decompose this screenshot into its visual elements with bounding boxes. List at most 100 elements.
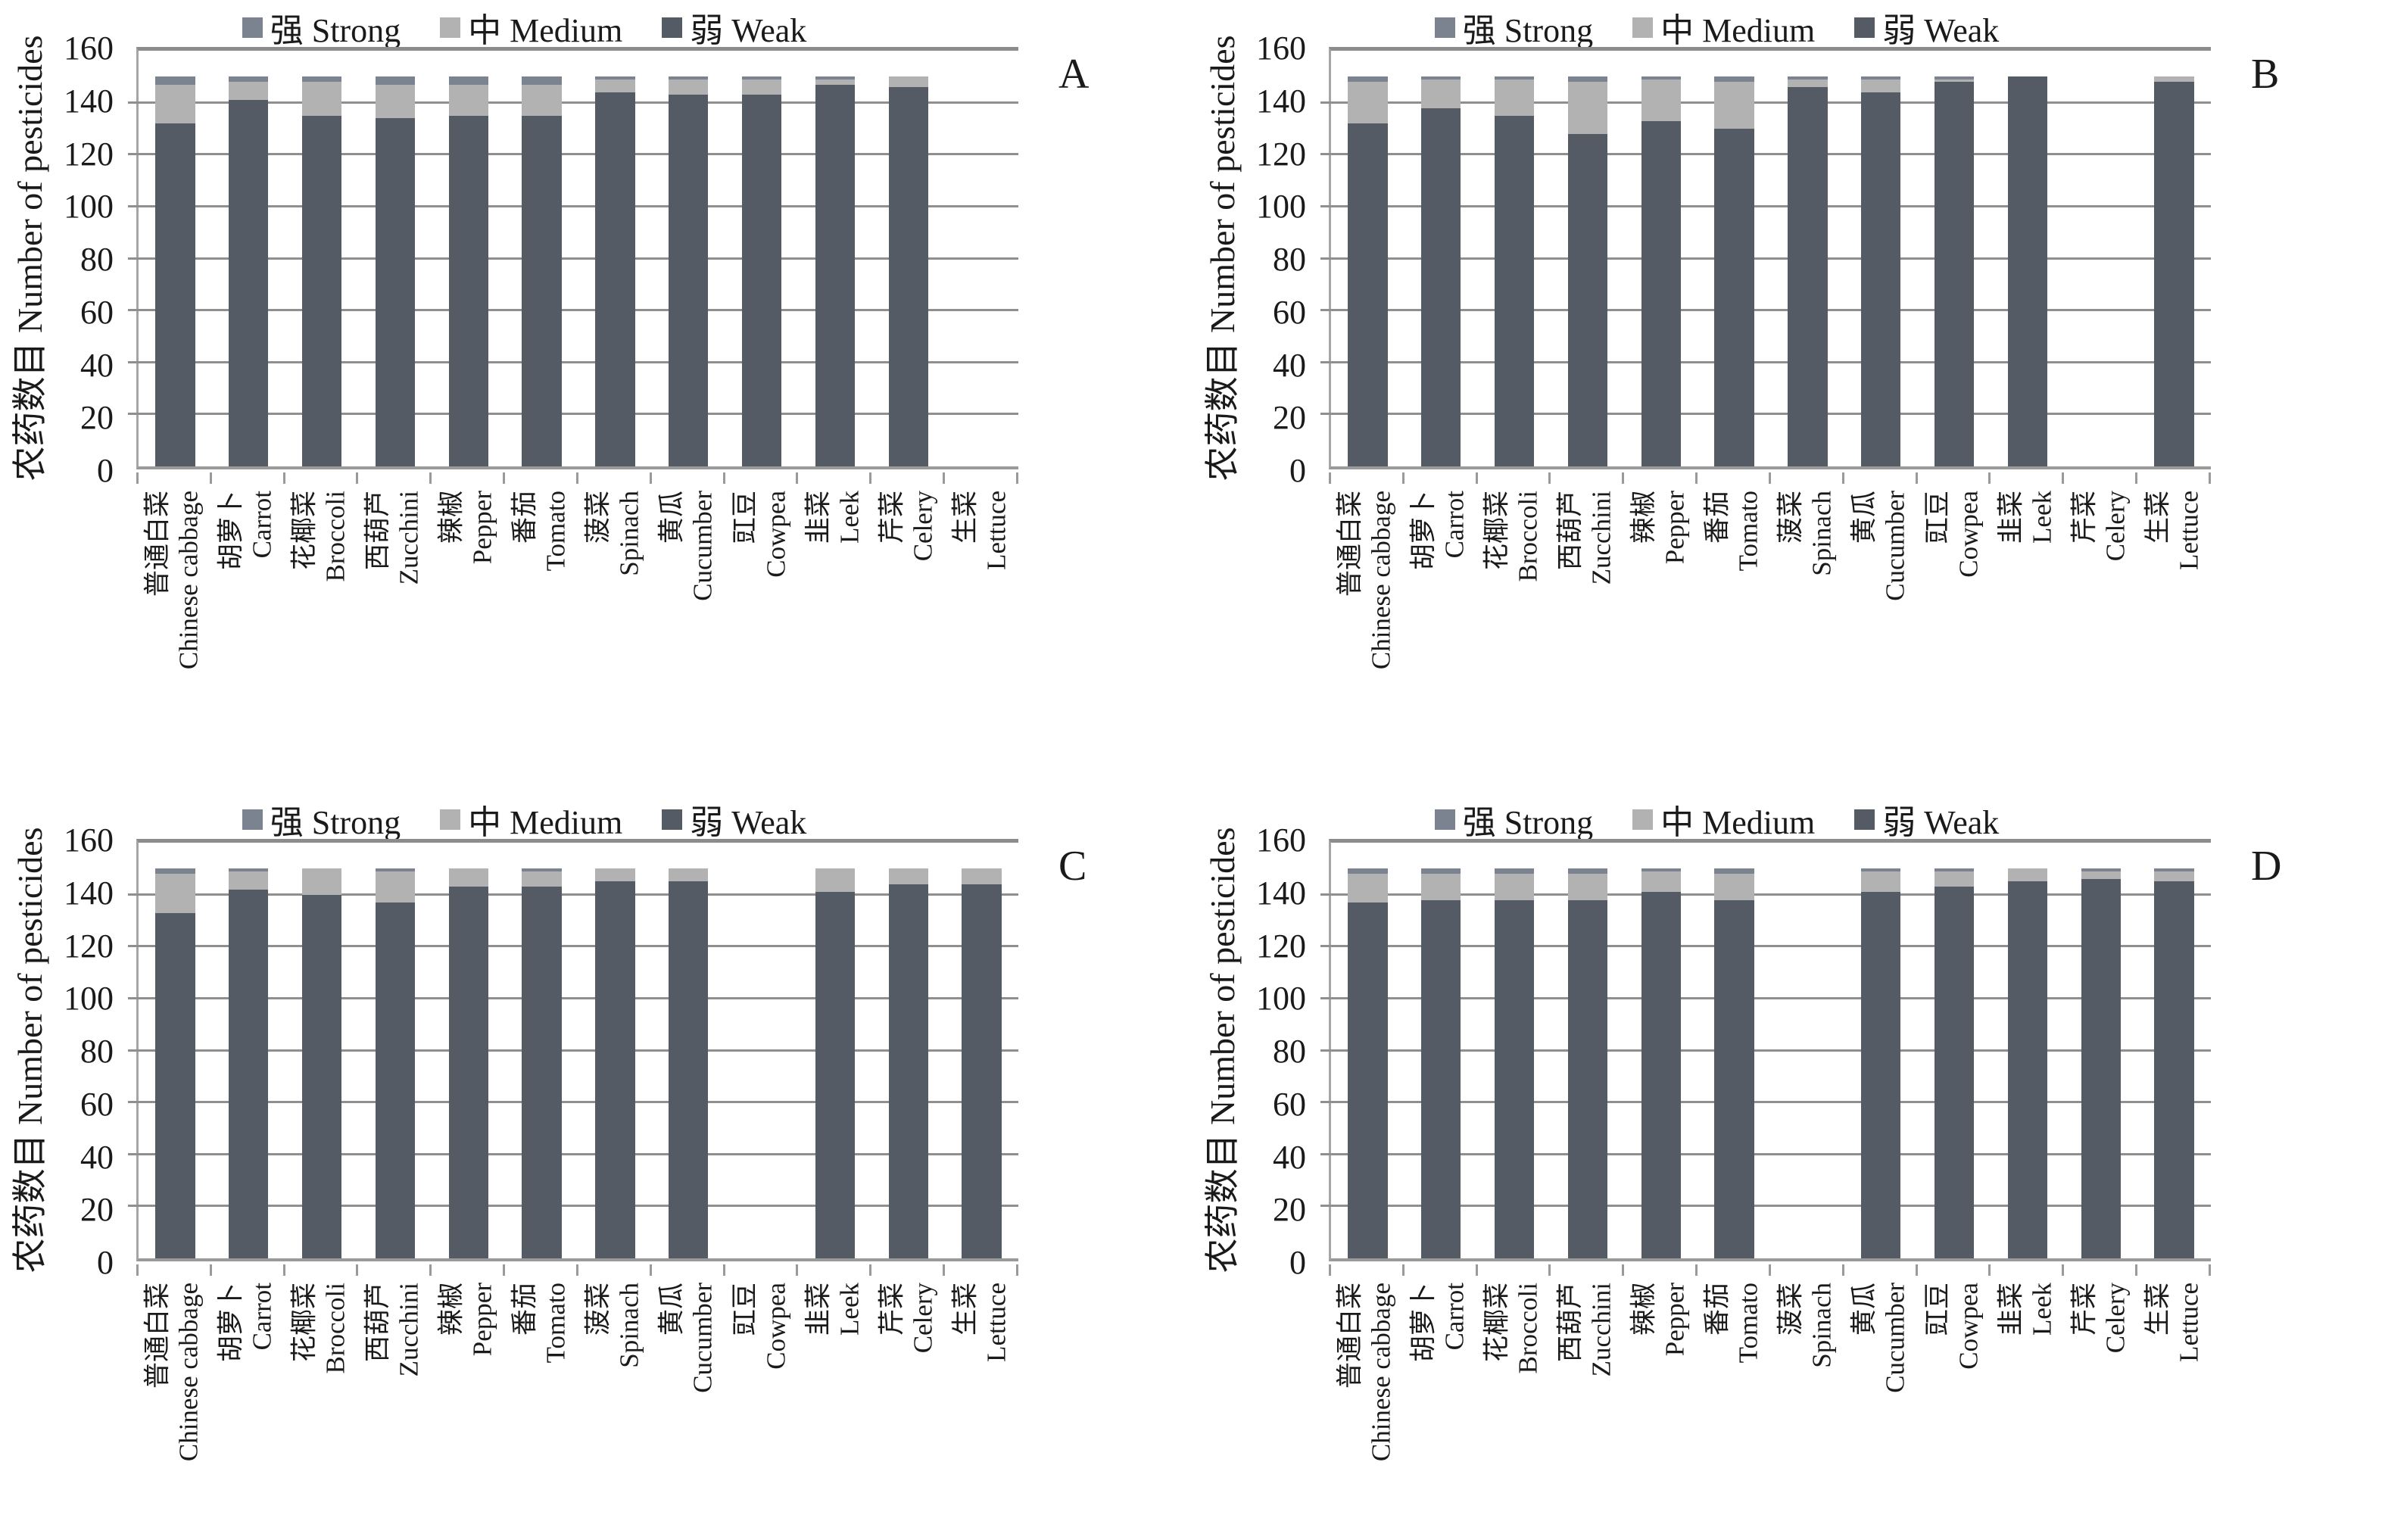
- gridline: [128, 1049, 1018, 1052]
- y-tick-label: 100: [1256, 188, 1306, 226]
- x-tickmark-cell: [1329, 472, 1402, 484]
- stacked-bar: [742, 843, 781, 1258]
- x-label-carrot: 胡萝卜 Carrot: [210, 491, 283, 733]
- bar-segment-弱 Weak: [1494, 115, 1535, 466]
- bar-slot-pepper: [1624, 51, 1698, 466]
- bar-slot-zucchini: [1551, 51, 1624, 466]
- x-tickmark-cell: [1695, 1264, 1769, 1276]
- plot-area: [1320, 47, 2211, 469]
- x-tickmark-cell: [2062, 1264, 2135, 1276]
- y-tick-label: 160: [64, 821, 114, 859]
- y-tick-label: 0: [97, 1244, 114, 1281]
- bar-slot-chinese-cabbage: [1331, 51, 1404, 466]
- gridline: [1320, 893, 2211, 896]
- panel-wrap: 农药数目 Number of pesticides 0 20 40 60 80 100 12…: [1192, 792, 2385, 1540]
- gridline: [128, 101, 1018, 104]
- bar-segment-弱 Weak: [962, 884, 1002, 1258]
- x-tickmark-cell: [2135, 1264, 2209, 1276]
- stacked-bar: [1494, 843, 1535, 1258]
- x-label-text: 菠菜 Spinach: [583, 1283, 644, 1368]
- legend-label: 弱 Weak: [1882, 804, 2000, 841]
- bar-segment-强 Strong: [1714, 76, 1754, 83]
- y-tick-label: 40: [80, 346, 114, 384]
- x-label-text: 黄瓜 Cucumber: [1849, 491, 1911, 601]
- bar-segment-中 Medium: [2081, 871, 2121, 880]
- legend-label: 中 Medium: [1660, 804, 1816, 841]
- x-tickmark-cell: [1475, 1264, 1549, 1276]
- bar-segment-中 Medium: [669, 868, 709, 882]
- stacked-bar: [229, 843, 269, 1258]
- stacked-bar: [888, 843, 928, 1258]
- stacked-bar: [448, 843, 488, 1258]
- x-label-tomato: 番茄 Tomato: [1696, 491, 1769, 733]
- y-axis-ticks: 0 20 40 60 80 100 120 140 160: [1192, 824, 1318, 1280]
- bar-segment-弱 Weak: [669, 881, 709, 1258]
- bar-segment-弱 Weak: [1421, 108, 1461, 466]
- x-label-leek: 韭菜 Leek: [798, 1283, 871, 1525]
- bar-segment-强 Strong: [1494, 868, 1535, 874]
- legend: 强 Strong 中 Medium 弱 Weak: [83, 795, 965, 843]
- bars-container: [1331, 843, 2211, 1258]
- x-label-zucchini: 西葫芦 Zucchini: [357, 491, 430, 733]
- stacked-bar: [1714, 51, 1754, 466]
- x-label-text: 辣椒 Pepper: [1629, 1283, 1690, 1357]
- bar-segment-中 Medium: [815, 868, 855, 893]
- bar-segment-强 Strong: [595, 76, 635, 79]
- x-label-celery: 芹菜 Celery: [871, 1283, 945, 1525]
- gridline: [1320, 1101, 2211, 1104]
- stacked-bar: [448, 51, 488, 466]
- x-label-text: 番茄 Tomato: [1702, 1283, 1763, 1364]
- bar-segment-弱 Weak: [2081, 879, 2121, 1258]
- x-label-chinese-cabbage: 普通白菜 Chinese cabbage: [136, 491, 210, 733]
- x-label-leek: 韭菜 Leek: [1991, 1283, 2064, 1525]
- y-tick-label: 20: [80, 1191, 114, 1229]
- legend-item-0: 强 Strong: [242, 795, 401, 843]
- x-label-text: 普通白菜 Chinese cabbage: [142, 491, 204, 670]
- legend-item-2: 弱 Weak: [662, 3, 806, 51]
- chart-panel: 农药数目 Number of pesticides 0 20 40 60 80 100 12…: [0, 0, 1192, 748]
- bar-segment-中 Medium: [301, 82, 342, 116]
- chart-panel: 农药数目 Number of pesticides 0 20 40 60 80 100 12…: [0, 748, 1192, 1496]
- panel-letter: D: [2251, 843, 2282, 890]
- bar-slot-chinese-cabbage: [139, 843, 212, 1258]
- bar-slot-carrot: [212, 843, 285, 1258]
- bar-segment-弱 Weak: [741, 95, 782, 466]
- x-label-pepper: 辣椒 Pepper: [1623, 491, 1696, 733]
- x-label-cowpea: 豇豆 Cowpea: [1917, 491, 1991, 733]
- x-label-text: 黄瓜 Cucumber: [656, 491, 719, 601]
- x-label-text: 韭菜 Leek: [1996, 1283, 2058, 1336]
- legend-swatch-icon: [662, 17, 683, 38]
- panel-letter: A: [1058, 51, 1090, 98]
- x-axis-labels: 普通白菜 Chinese cabbage 胡萝卜 Carrot 花椰菜 Brocco…: [1329, 1283, 2211, 1525]
- bar-segment-中 Medium: [2154, 871, 2194, 882]
- bar-segment-强 Strong: [448, 76, 488, 85]
- bar-slot-celery: [871, 843, 945, 1258]
- y-tick-label: 0: [1289, 452, 1306, 489]
- legend-swatch-icon: [1434, 809, 1455, 830]
- legend-label: 弱 Weak: [690, 12, 807, 49]
- legend-swatch-icon: [242, 17, 263, 38]
- legend-swatch-icon: [1632, 17, 1654, 38]
- stacked-bar: [595, 843, 635, 1258]
- y-axis-ticks: 0 20 40 60 80 100 120 140 160: [0, 824, 126, 1280]
- x-label-cowpea: 豇豆 Cowpea: [725, 491, 798, 733]
- legend-swatch-icon: [662, 809, 683, 830]
- legend-swatch-icon: [1434, 17, 1455, 38]
- stacked-bar: [301, 51, 342, 466]
- x-label-broccoli: 花椰菜 Broccoli: [283, 491, 357, 733]
- gridline: [128, 1205, 1018, 1208]
- y-tick-label: 120: [1256, 135, 1306, 173]
- stacked-bar: [2154, 51, 2194, 466]
- legend-swatch-icon: [440, 17, 461, 38]
- stacked-bar: [1861, 51, 1901, 466]
- bar-segment-强 Strong: [522, 76, 562, 85]
- gridline: [1320, 257, 2211, 260]
- x-tickmark-cell: [943, 472, 1016, 484]
- x-label-text: 西葫芦 Zucchini: [363, 491, 424, 585]
- bar-segment-中 Medium: [1934, 871, 1975, 887]
- stacked-bar: [375, 843, 416, 1258]
- bar-segment-中 Medium: [448, 84, 488, 116]
- x-label-text: 生菜 Lettuce: [951, 1283, 1012, 1362]
- y-tick-label: 20: [1273, 1191, 1306, 1229]
- bar-segment-弱 Weak: [1348, 902, 1388, 1258]
